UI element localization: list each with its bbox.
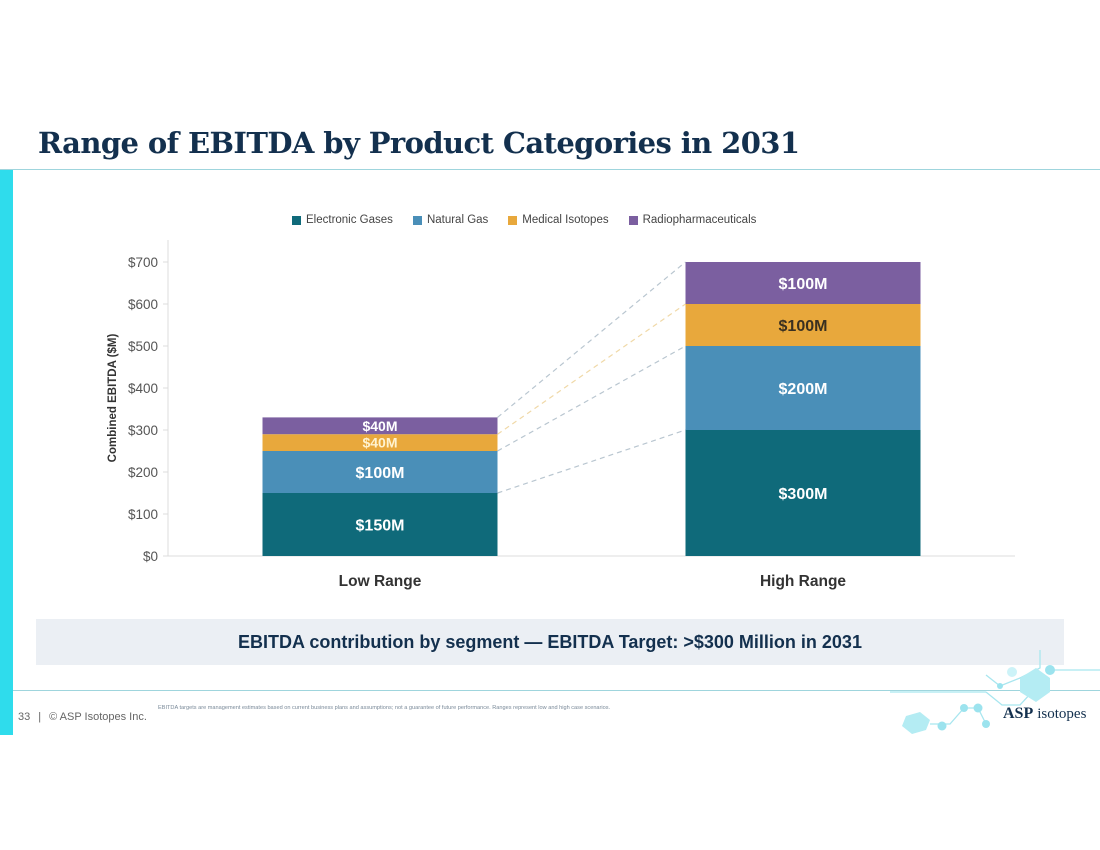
- data-label: $100M: [779, 318, 828, 335]
- legend-swatch: [628, 215, 638, 225]
- connector-line: [497, 261, 686, 418]
- bar-segment-medical-isotopes: [685, 304, 921, 346]
- legend-item: Medical Isotopes: [508, 214, 609, 226]
- legend-label: Medical Isotopes: [522, 214, 609, 226]
- y-tick-label: $0: [143, 549, 158, 564]
- bar-segment-electronic-gases: [262, 493, 498, 556]
- y-axis-label: Combined EBITDA ($M): [107, 334, 119, 463]
- legend-swatch: [412, 215, 422, 225]
- footer-page-info: 33 | © ASP Isotopes Inc.: [18, 711, 147, 723]
- page-number: 33: [18, 711, 31, 723]
- bar-segment-electronic-gases: [685, 430, 921, 556]
- y-tick-label: $200: [128, 465, 158, 480]
- stacked-bar-chart: $0 $100 $200 $300 $400 $500 $600 $700 Combined E…: [107, 240, 1015, 590]
- data-label: $200M: [779, 381, 828, 398]
- bar-segment-radiopharmaceuticals: [262, 417, 498, 435]
- x-tick-label: High Range: [760, 573, 846, 590]
- logo-primary: ASP: [1003, 705, 1034, 722]
- y-tick-label: $400: [128, 381, 158, 396]
- molecule-decoration-icon: [890, 650, 1100, 734]
- y-tick-label: $100: [128, 507, 158, 522]
- legend-item: Natural Gas: [412, 214, 489, 226]
- legend-label: Radiopharmaceuticals: [642, 214, 757, 226]
- company-logo: ASP isotopes: [1003, 705, 1086, 723]
- copyright: © ASP Isotopes Inc.: [49, 711, 147, 723]
- legend-item: Electronic Gases: [292, 214, 393, 226]
- banner-text: EBITDA contribution by segment — EBITDA …: [238, 631, 862, 652]
- y-tick-label: $600: [128, 297, 158, 312]
- bar-segment-natural-gas: [262, 451, 498, 493]
- y-tick-label: $300: [128, 423, 158, 438]
- y-tick-label: $700: [128, 255, 158, 270]
- disclaimer: EBITDA targets are management estimates …: [158, 705, 611, 711]
- connector-line: [497, 429, 686, 494]
- legend-swatch: [292, 215, 301, 225]
- data-label: $100M: [356, 465, 405, 482]
- legend-item: Radiopharmaceuticals: [628, 214, 757, 226]
- bar-segment-radiopharmaceuticals: [685, 262, 921, 304]
- connector-line: [497, 303, 686, 435]
- bar-segment-natural-gas: [685, 346, 921, 430]
- connector-line: [497, 345, 686, 452]
- data-label: $150M: [356, 518, 405, 535]
- legend-swatch: [508, 215, 518, 225]
- slide: Range of EBITDA by Product Categories in…: [0, 126, 1100, 735]
- title-divider: [0, 169, 1100, 170]
- legend-label: Electronic Gases: [306, 214, 393, 226]
- data-label: $40M: [362, 435, 397, 451]
- data-label: $300M: [779, 486, 828, 503]
- data-label: $40M: [362, 418, 397, 434]
- legend-label: Natural Gas: [426, 214, 489, 226]
- footer-divider: [13, 690, 1100, 691]
- footer-separator: |: [38, 711, 42, 723]
- slide-title: Range of EBITDA by Product Categories in…: [38, 126, 800, 160]
- data-label: $100M: [779, 276, 828, 293]
- x-tick-label: Low Range: [339, 573, 422, 590]
- y-tick-label: $500: [128, 339, 158, 354]
- logo-secondary: isotopes: [1037, 706, 1087, 722]
- bar-segment-medical-isotopes: [262, 434, 498, 451]
- accent-bar: [0, 170, 13, 735]
- chart-legend: Electronic Gases Natural Gas Medical Isoto…: [292, 214, 756, 226]
- summary-banner: EBITDA contribution by segment — EBITDA …: [36, 619, 1064, 665]
